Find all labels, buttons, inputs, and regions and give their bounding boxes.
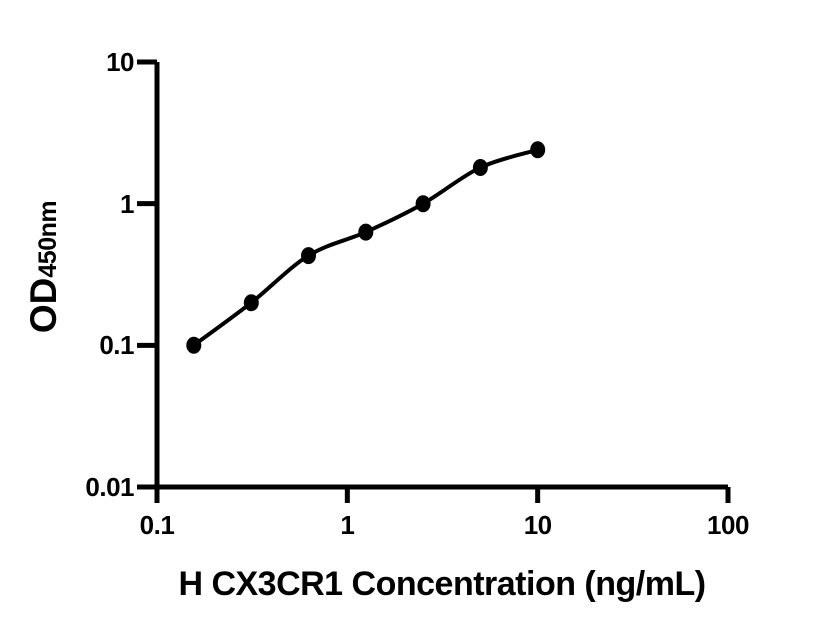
y-tick-label: 0.1 bbox=[99, 330, 134, 361]
data-point bbox=[530, 141, 546, 159]
x-axis-title: H CX3CR1 Concentration (ng/mL) bbox=[178, 565, 706, 603]
y-axis-title-subscript: 450nm bbox=[34, 200, 62, 278]
x-tick-label: 10 bbox=[523, 510, 552, 540]
x-tick-label: 0.1 bbox=[139, 510, 175, 540]
data-point bbox=[415, 195, 431, 213]
data-point bbox=[472, 159, 488, 176]
fit-curve bbox=[192, 147, 539, 347]
data-point bbox=[186, 336, 202, 354]
y-tick-label: 0.01 bbox=[85, 472, 134, 502]
y-axis-title: OD 450nm bbox=[23, 201, 65, 333]
data-point bbox=[243, 294, 259, 312]
data-point bbox=[358, 223, 374, 241]
x-tick-label: 100 bbox=[707, 510, 749, 540]
x-tick-label: 1 bbox=[340, 510, 355, 540]
y-tick-label: 10 bbox=[106, 47, 134, 77]
y-axis-title-main: OD bbox=[23, 277, 64, 334]
y-tick-label: 1 bbox=[120, 188, 134, 219]
data-point bbox=[301, 247, 316, 265]
